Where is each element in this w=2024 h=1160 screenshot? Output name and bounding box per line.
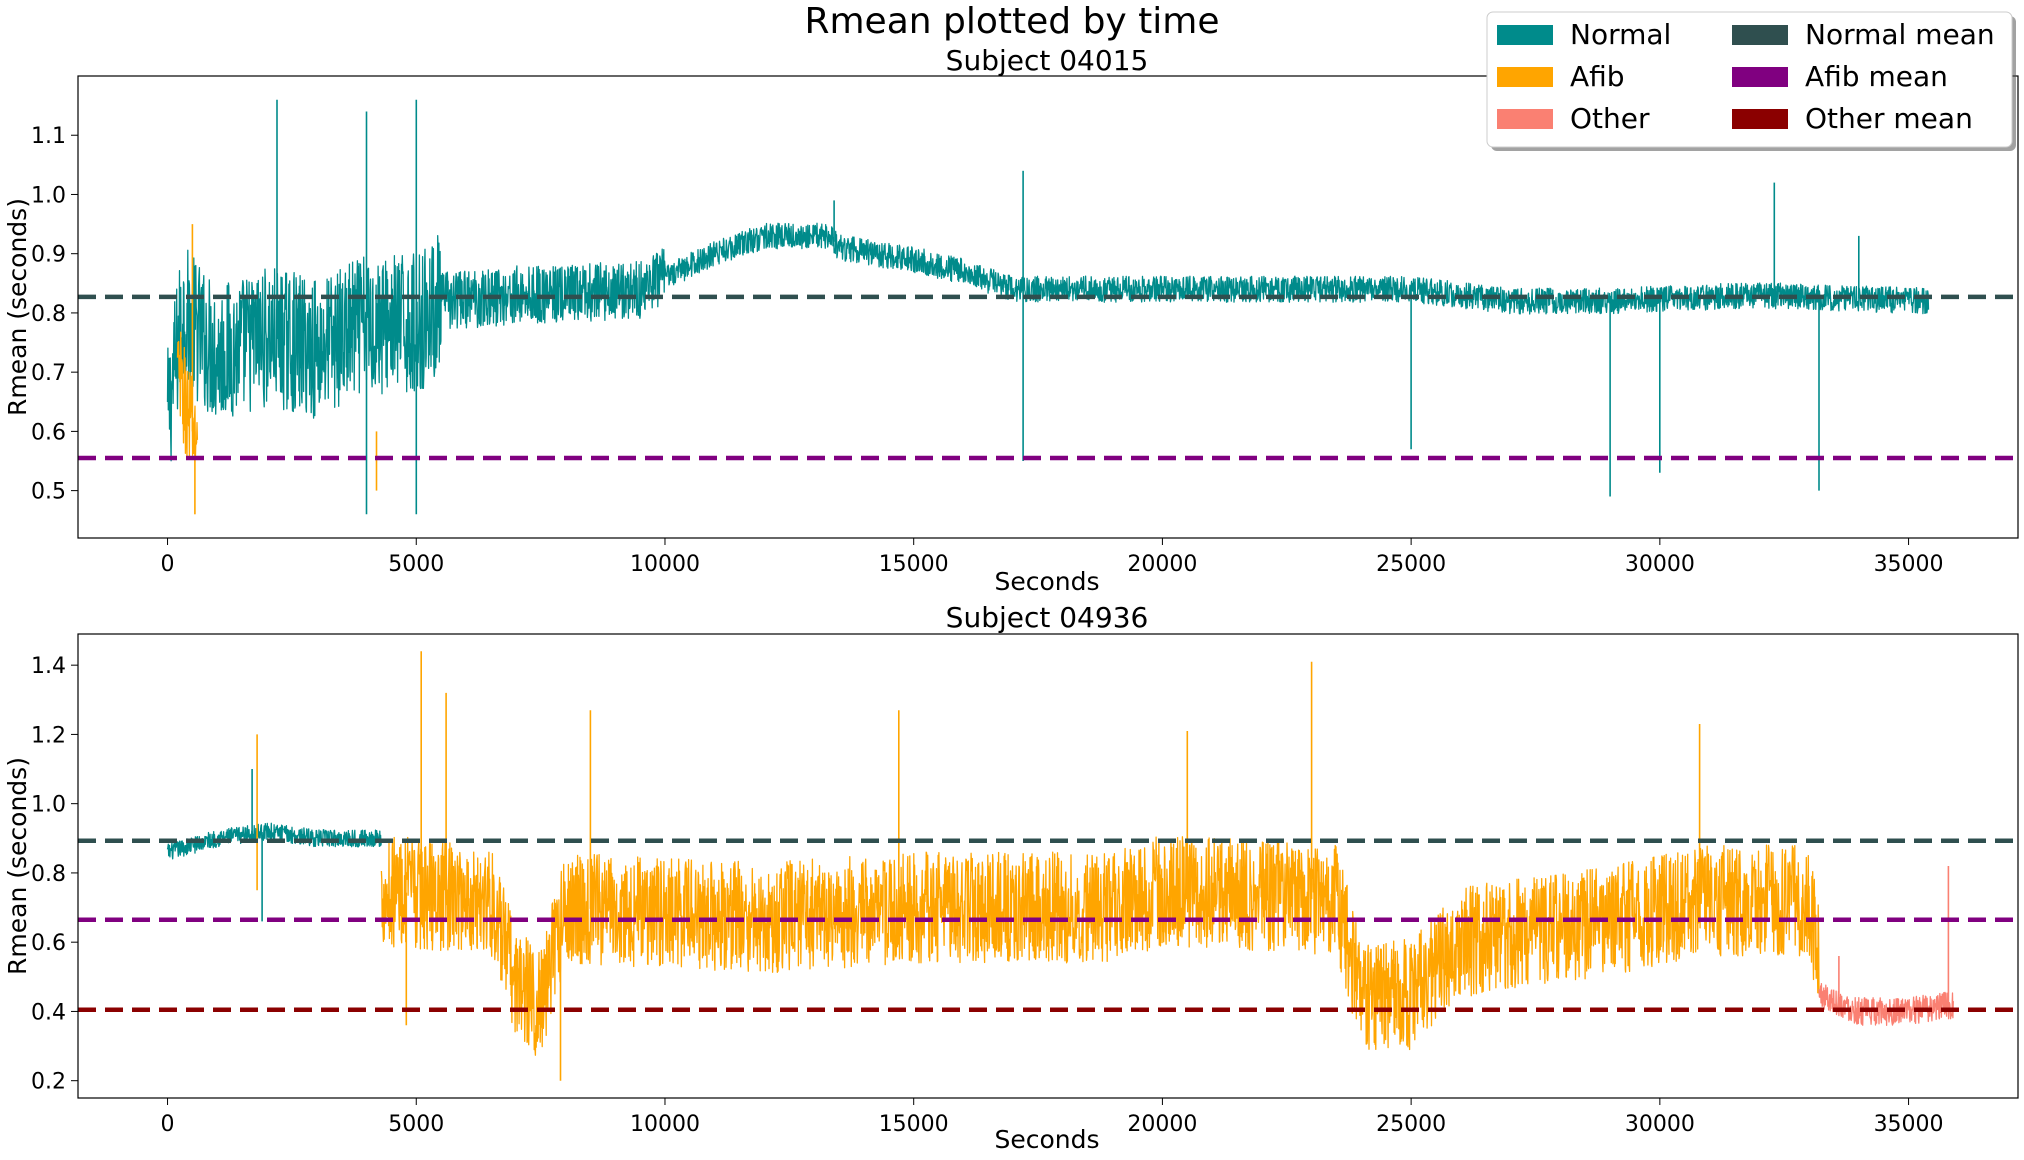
subplot-1-x-axis-label: Seconds: [994, 567, 1099, 596]
legend-swatch-normal-mean: [1732, 25, 1788, 45]
subplot-1-y-tick-label-3: 0.8: [31, 302, 66, 327]
subplot-1-x-ticks: 0 5000 10000 15000 20000 25000 30000 35000: [161, 538, 1944, 577]
legend-label-afib-mean: Afib mean: [1805, 60, 1948, 93]
subplot-2-y-tick-label-1: 0.4: [31, 1000, 66, 1025]
figure-title: Rmean plotted by time: [804, 1, 1219, 42]
legend-swatch-afib-mean: [1732, 67, 1788, 87]
subplot-2-series-afib-line: [380, 836, 1820, 1056]
subplot-2-frame: [77, 633, 2019, 1099]
subplot-2-title: Subject 04936: [946, 601, 1149, 634]
legend: Normal Afib Other Normal mean Afib mean Other…: [1486, 11, 2016, 151]
subplot-2-x-tick-label-6: 30000: [1625, 1112, 1695, 1137]
subplot-1-x-tick-label-7: 35000: [1874, 552, 1944, 577]
subplot-1-series: [166, 99, 1930, 515]
legend-label-other-mean: Other mean: [1805, 102, 1973, 135]
subplot-1-y-tick-label-2: 0.7: [31, 361, 66, 386]
subplot-1-x-tick-label-4: 20000: [1127, 552, 1197, 577]
subplot-1-y-tick-label-1: 0.6: [31, 420, 66, 445]
subplot-2-x-tick-label-5: 25000: [1376, 1112, 1446, 1137]
subplot-1-y-tick-label-4: 0.9: [31, 243, 66, 268]
legend-label-normal: Normal: [1570, 18, 1671, 51]
subplot-2-y-tick-label-5: 1.2: [31, 723, 66, 748]
legend-label-normal-mean: Normal mean: [1805, 18, 1995, 51]
subplot-1-x-tick-label-6: 30000: [1625, 552, 1695, 577]
legend-entries: Normal Afib Other Normal mean Afib mean Other…: [1497, 18, 1995, 135]
subplot-1-y-tick-label-5: 1.0: [31, 183, 66, 208]
subplot-1-frame: [77, 75, 2019, 539]
subplot-2-y-tick-label-2: 0.6: [31, 931, 66, 956]
subplot-2-x-ticks: 0 5000 10000 15000 20000 25000 30000 35000: [161, 1098, 1944, 1137]
legend-swatch-other-mean: [1732, 109, 1788, 129]
subplot-2-x-tick-label-3: 15000: [879, 1112, 949, 1137]
legend-label-other: Other: [1570, 102, 1650, 135]
legend-swatch-afib: [1497, 67, 1553, 87]
subplot-2-x-tick-label-7: 35000: [1874, 1112, 1944, 1137]
subplot-1: Subject 04015 0 5000 10000 15000 20000 25000 3…: [3, 44, 2019, 596]
subplot-1-x-tick-label-5: 25000: [1376, 552, 1446, 577]
subplot-2-x-tick-label-0: 0: [161, 1112, 175, 1137]
legend-swatch-normal: [1497, 25, 1553, 45]
subplot-1-y-tick-label-6: 1.1: [31, 124, 66, 149]
subplot-2-x-tick-label-4: 20000: [1127, 1112, 1197, 1137]
subplot-2-x-tick-label-1: 5000: [388, 1112, 444, 1137]
subplot-1-x-tick-label-2: 10000: [630, 552, 700, 577]
subplot-2-y-ticks: 0.2 0.4 0.6 0.8 1.0 1.2 1.4: [31, 654, 78, 1095]
legend-label-afib: Afib: [1570, 60, 1625, 93]
subplot-1-series-normal-line: [166, 222, 1930, 462]
subplot-2-x-axis-label: Seconds: [994, 1125, 1099, 1154]
subplot-2-y-tick-label-4: 1.0: [31, 793, 66, 818]
subplot-1-x-tick-label-0: 0: [161, 552, 175, 577]
subplot-1-title: Subject 04015: [946, 44, 1149, 77]
subplot-1-y-axis-label: Rmean (seconds): [3, 198, 32, 416]
legend-swatch-other: [1497, 109, 1553, 129]
subplot-2-y-tick-label-6: 1.4: [31, 654, 66, 679]
subplot-2-x-tick-label-2: 10000: [630, 1112, 700, 1137]
subplot-1-x-tick-label-3: 15000: [879, 552, 949, 577]
subplot-2-series: [166, 651, 1954, 1081]
subplot-1-series-afib-line: [176, 331, 199, 460]
subplot-2-y-tick-label-3: 0.8: [31, 862, 66, 887]
subplot-1-y-tick-label-0: 0.5: [31, 480, 66, 505]
subplot-2-y-tick-label-0: 0.2: [31, 1070, 66, 1095]
subplot-1-x-tick-label-1: 5000: [388, 552, 444, 577]
subplot-2-y-axis-label: Rmean (seconds): [3, 757, 32, 975]
subplot-2: Subject 04936 0 5000 10000 15000 20000 25000 3…: [3, 601, 2019, 1154]
subplot-2-plot-area: [78, 634, 2018, 1098]
subplot-1-y-ticks: 0.5 0.6 0.7 0.8 0.9 1.0 1.1: [31, 124, 78, 505]
